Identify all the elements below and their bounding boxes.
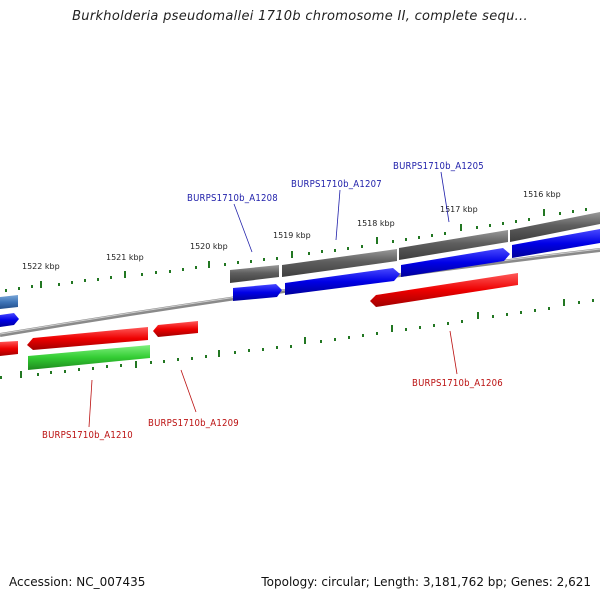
forward-cds[interactable] [0, 313, 19, 327]
tick-label-1522: 1522 kbp [22, 262, 60, 271]
upper-tick-ruler [5, 208, 587, 292]
steel-feature[interactable] [0, 295, 18, 309]
accession-text: Accession: NC_007435 [9, 575, 146, 589]
forward-cds[interactable] [233, 284, 282, 301]
gene-feature[interactable] [399, 230, 508, 260]
gene-feature[interactable] [230, 265, 279, 283]
tick-label-1521: 1521 kbp [106, 253, 144, 262]
reverse-cds[interactable] [370, 273, 518, 307]
tick-label-1520: 1520 kbp [190, 242, 228, 251]
forward-cds[interactable] [401, 248, 510, 277]
gene-label-a1210[interactable]: BURPS1710b_A1210 [42, 430, 133, 441]
gene-label-a1205[interactable]: BURPS1710b_A1205 [393, 161, 484, 172]
gene-label-a1206[interactable]: BURPS1710b_A1206 [412, 378, 503, 389]
gene-feature[interactable] [282, 249, 397, 277]
gene-label-a1207[interactable]: BURPS1710b_A1207 [291, 179, 382, 190]
other-feature[interactable] [28, 345, 150, 370]
label-leaders [88, 171, 458, 428]
forward-cds[interactable] [512, 229, 600, 258]
gene-track [230, 212, 600, 283]
tick-label-1517: 1517 kbp [440, 205, 478, 214]
reverse-cds[interactable] [153, 321, 198, 337]
gene-label-a1209[interactable]: BURPS1710b_A1209 [148, 418, 239, 429]
tick-label-1516: 1516 kbp [523, 190, 561, 199]
reverse-cds[interactable] [27, 327, 148, 350]
gene-label-a1208[interactable]: BURPS1710b_A1208 [187, 193, 278, 204]
tick-label-1519: 1519 kbp [273, 231, 311, 240]
map-title: Burkholderia pseudomallei 1710b chromoso… [72, 9, 528, 24]
forward-cds-track [0, 229, 600, 327]
reverse-cds[interactable] [0, 341, 18, 356]
forward-cds[interactable] [285, 268, 400, 295]
tick-label-1518: 1518 kbp [357, 219, 395, 228]
gene-feature[interactable] [510, 212, 600, 242]
topology-text: Topology: circular; Length: 3,181,762 bp… [261, 575, 591, 589]
reverse-cds-track [0, 273, 518, 356]
lower-tick-ruler [0, 299, 594, 379]
